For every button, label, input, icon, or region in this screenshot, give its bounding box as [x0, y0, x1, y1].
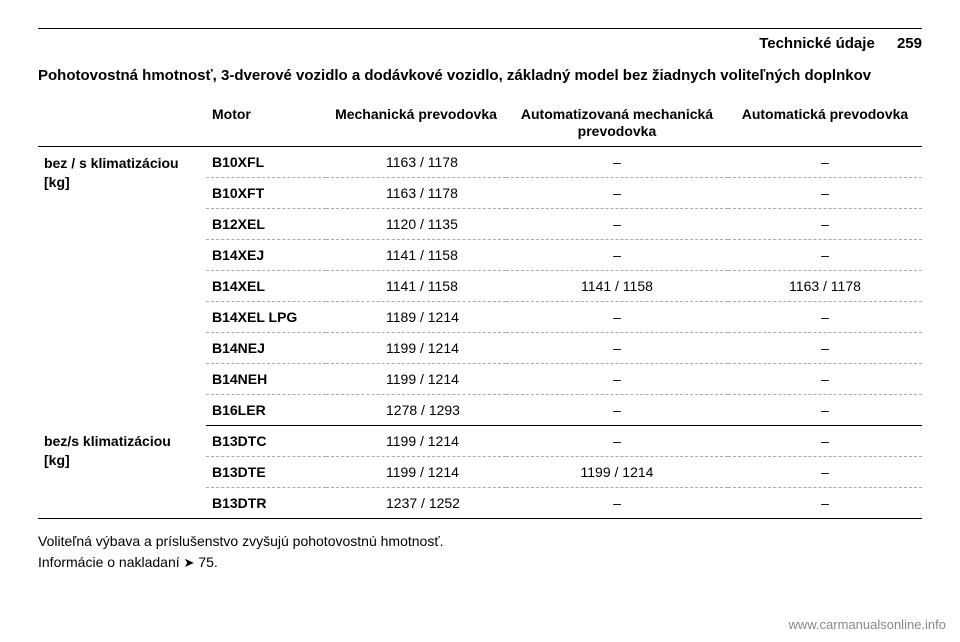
cell-auto: –: [728, 487, 922, 518]
col-header-auto: Automatická prevodovka: [728, 102, 922, 146]
table-title: Pohotovostná hmotnosť, 3-dverové vozidlo…: [38, 66, 922, 86]
top-rule: [38, 28, 922, 29]
cell-auto: –: [728, 146, 922, 177]
group-label-line2: [kg]: [44, 174, 70, 190]
cell-motor: B14NEJ: [206, 332, 326, 363]
table-row: bez/s klimatizáciou [kg] B13DTC 1199 / 1…: [38, 425, 922, 456]
cell-auto-mech: –: [506, 301, 728, 332]
cell-motor: B13DTE: [206, 456, 326, 487]
cell-auto-mech: –: [506, 487, 728, 518]
footnote-line2-prefix: Informácie o nakladaní: [38, 554, 184, 570]
cell-auto-mech: 1199 / 1214: [506, 456, 728, 487]
cell-auto: –: [728, 363, 922, 394]
cell-motor: B16LER: [206, 394, 326, 425]
col-header-empty: [38, 102, 206, 146]
cell-auto: –: [728, 394, 922, 425]
footnote-line1: Voliteľná výbava a príslušenstvo zvyšujú…: [38, 531, 922, 552]
cell-auto-mech: –: [506, 363, 728, 394]
document-page: Technické údaje 259 Pohotovostná hmotnos…: [0, 0, 960, 573]
cell-motor: B12XEL: [206, 208, 326, 239]
table-header-row: Motor Mechanická prevodovka Automatizova…: [38, 102, 922, 146]
cell-auto: –: [728, 456, 922, 487]
cell-mech: 1141 / 1158: [326, 270, 506, 301]
cell-auto-mech: –: [506, 177, 728, 208]
cell-auto: 1163 / 1178: [728, 270, 922, 301]
cell-mech: 1163 / 1178: [326, 146, 506, 177]
group-label: bez / s klimatizáciou [kg]: [38, 146, 206, 425]
cell-auto: –: [728, 239, 922, 270]
footnote-line2-ref: 75.: [198, 554, 217, 570]
table-body: bez / s klimatizáciou [kg] B10XFL 1163 /…: [38, 146, 922, 518]
group-label-line2: [kg]: [44, 452, 70, 468]
cell-motor: B10XFT: [206, 177, 326, 208]
footer-watermark: www.carmanualsonline.info: [788, 617, 946, 632]
cell-mech: 1141 / 1158: [326, 239, 506, 270]
cell-mech: 1199 / 1214: [326, 363, 506, 394]
footnote-block: Voliteľná výbava a príslušenstvo zvyšujú…: [38, 531, 922, 573]
cell-auto-mech: –: [506, 394, 728, 425]
cell-auto: –: [728, 177, 922, 208]
cell-mech: 1189 / 1214: [326, 301, 506, 332]
cell-auto-mech: –: [506, 239, 728, 270]
col-header-mech: Mechanická prevodovka: [326, 102, 506, 146]
cell-mech: 1199 / 1214: [326, 456, 506, 487]
cell-mech: 1120 / 1135: [326, 208, 506, 239]
cell-auto-mech: –: [506, 146, 728, 177]
cell-auto-mech: 1141 / 1158: [506, 270, 728, 301]
col-header-auto-mech-line2: prevodovka: [578, 123, 657, 139]
cell-auto-mech: –: [506, 208, 728, 239]
cell-auto: –: [728, 301, 922, 332]
cell-mech: 1237 / 1252: [326, 487, 506, 518]
cell-motor: B14XEL: [206, 270, 326, 301]
page-number: 259: [897, 35, 922, 52]
cell-motor: B14XEJ: [206, 239, 326, 270]
cell-auto-mech: –: [506, 332, 728, 363]
reference-icon: ➤: [184, 553, 195, 573]
cell-mech: 1278 / 1293: [326, 394, 506, 425]
weight-table: Motor Mechanická prevodovka Automatizova…: [38, 102, 922, 519]
col-header-auto-mech: Automatizovaná mechanická prevodovka: [506, 102, 728, 146]
cell-auto: –: [728, 425, 922, 456]
group-label-line1: bez / s klimatizáciou: [44, 155, 179, 171]
cell-motor: B10XFL: [206, 146, 326, 177]
table-row: bez / s klimatizáciou [kg] B10XFL 1163 /…: [38, 146, 922, 177]
cell-mech: 1199 / 1214: [326, 332, 506, 363]
footnote-line2: Informácie o nakladaní ➤ 75.: [38, 552, 922, 573]
section-title: Technické údaje: [759, 35, 875, 52]
group-label-line1: bez/s klimatizáciou: [44, 433, 171, 449]
cell-motor: B14NEH: [206, 363, 326, 394]
group-label: bez/s klimatizáciou [kg]: [38, 425, 206, 518]
cell-motor: B13DTC: [206, 425, 326, 456]
cell-mech: 1199 / 1214: [326, 425, 506, 456]
cell-motor: B14XEL LPG: [206, 301, 326, 332]
col-header-motor: Motor: [206, 102, 326, 146]
page-header: Technické údaje 259: [38, 35, 922, 52]
cell-auto: –: [728, 332, 922, 363]
cell-motor: B13DTR: [206, 487, 326, 518]
cell-auto: –: [728, 208, 922, 239]
cell-mech: 1163 / 1178: [326, 177, 506, 208]
col-header-auto-mech-line1: Automatizovaná mechanická: [521, 106, 713, 122]
cell-auto-mech: –: [506, 425, 728, 456]
